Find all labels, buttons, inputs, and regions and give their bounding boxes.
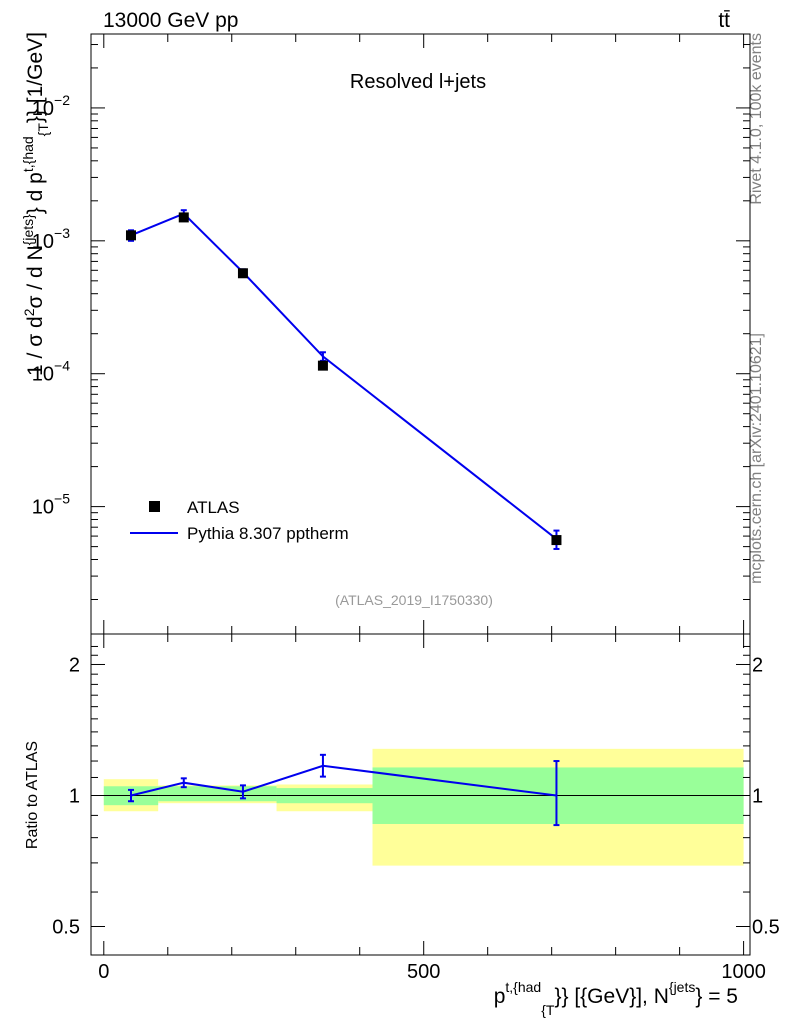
atlas-data-point [125, 230, 136, 241]
y-label-sup-3: t,{had [20, 136, 36, 172]
analysis-id: (ATLAS_2019_I1750330) [335, 592, 493, 608]
main-y-axis-label: 1 / σ d2σ / d N{jets}} d pt,{had{T}} [1/… [20, 32, 51, 376]
main-y-tick-label: 10−2 [32, 92, 70, 120]
y-label-part-2: σ / d N [24, 245, 47, 308]
ratio-y-tick-label: 2 [69, 654, 80, 676]
header-left: 13000 GeV pp [103, 9, 238, 32]
legend-atlas-marker [149, 501, 160, 512]
atlas-data-point [237, 268, 248, 279]
ratio-y-axis-label: Ratio to ATLAS [24, 741, 41, 849]
y-label-part-3: } d p [24, 172, 47, 214]
main-plot-frame [90, 33, 751, 635]
ratio-y-tick-label-right: 1 [752, 785, 763, 807]
ratio-y-tick-label: 0.5 [52, 916, 80, 938]
x-label-base: p [494, 985, 506, 1008]
legend-atlas-label: ATLAS [187, 498, 240, 517]
plot-title: Resolved l+jets [350, 71, 486, 93]
main-y-tick-label: 10−4 [32, 358, 70, 386]
ratio-plot-frame [90, 633, 751, 956]
y-label-part-4: }} [1/GeV] [24, 32, 47, 123]
atlas-data-point [178, 212, 189, 223]
side-label-top: Rivet 4.1.0, 100k events [748, 33, 765, 205]
side-label-bottom: mcplots.cern.ch [arXiv:2401.10621] [748, 333, 765, 584]
main-y-tick-label: 10−5 [32, 491, 70, 519]
x-label-sup-1: t,{had [505, 979, 541, 995]
x-label-sub-1: {T [541, 1002, 555, 1018]
ratio-plot: 0.5 0.5 1 1 2 2 0 500 1000 [52, 633, 780, 983]
x-tick-label: 0 [98, 961, 109, 983]
x-label-end: } = 5 [695, 985, 738, 1008]
main-y-tick-exponent: −3 [54, 225, 70, 241]
y-label-part-1: 1 / σ d [24, 316, 47, 376]
x-tick-label: 1000 [721, 961, 766, 983]
ratio-y-tick-label-right: 0.5 [752, 916, 780, 938]
main-y-tick-exponent: −4 [54, 358, 70, 374]
legend-mc-label: Pythia 8.307 pptherm [187, 524, 349, 543]
main-y-tick-exponent: −5 [54, 491, 70, 507]
main-y-tick-label: 10−3 [32, 225, 70, 253]
header-right: tt̄ [718, 9, 730, 32]
atlas-data-point [317, 360, 328, 371]
x-label-sup-2: {jets [669, 979, 695, 995]
y-label-sup-2: {jets} [20, 214, 36, 245]
x-axis-label: pt,{had{T}} [{GeV}], N{jets} = 5 [494, 979, 738, 1018]
x-tick-label: 500 [407, 961, 440, 983]
y-label-sub-3: {T [35, 123, 51, 137]
series-pythia-line [130, 212, 558, 540]
x-label-mid: }} [{GeV}], N [554, 985, 668, 1008]
atlas-data-point [551, 535, 562, 546]
legend: ATLAS Pythia 8.307 pptherm [130, 498, 349, 543]
ratio-y-tick-label-right: 2 [752, 654, 763, 676]
main-plot: 10−5 10−4 10−3 10−2 [32, 33, 751, 635]
ratio-y-tick-label: 1 [69, 785, 80, 807]
y-label-sup-1: 2 [21, 308, 37, 316]
main-y-tick-exponent: −2 [54, 92, 70, 108]
